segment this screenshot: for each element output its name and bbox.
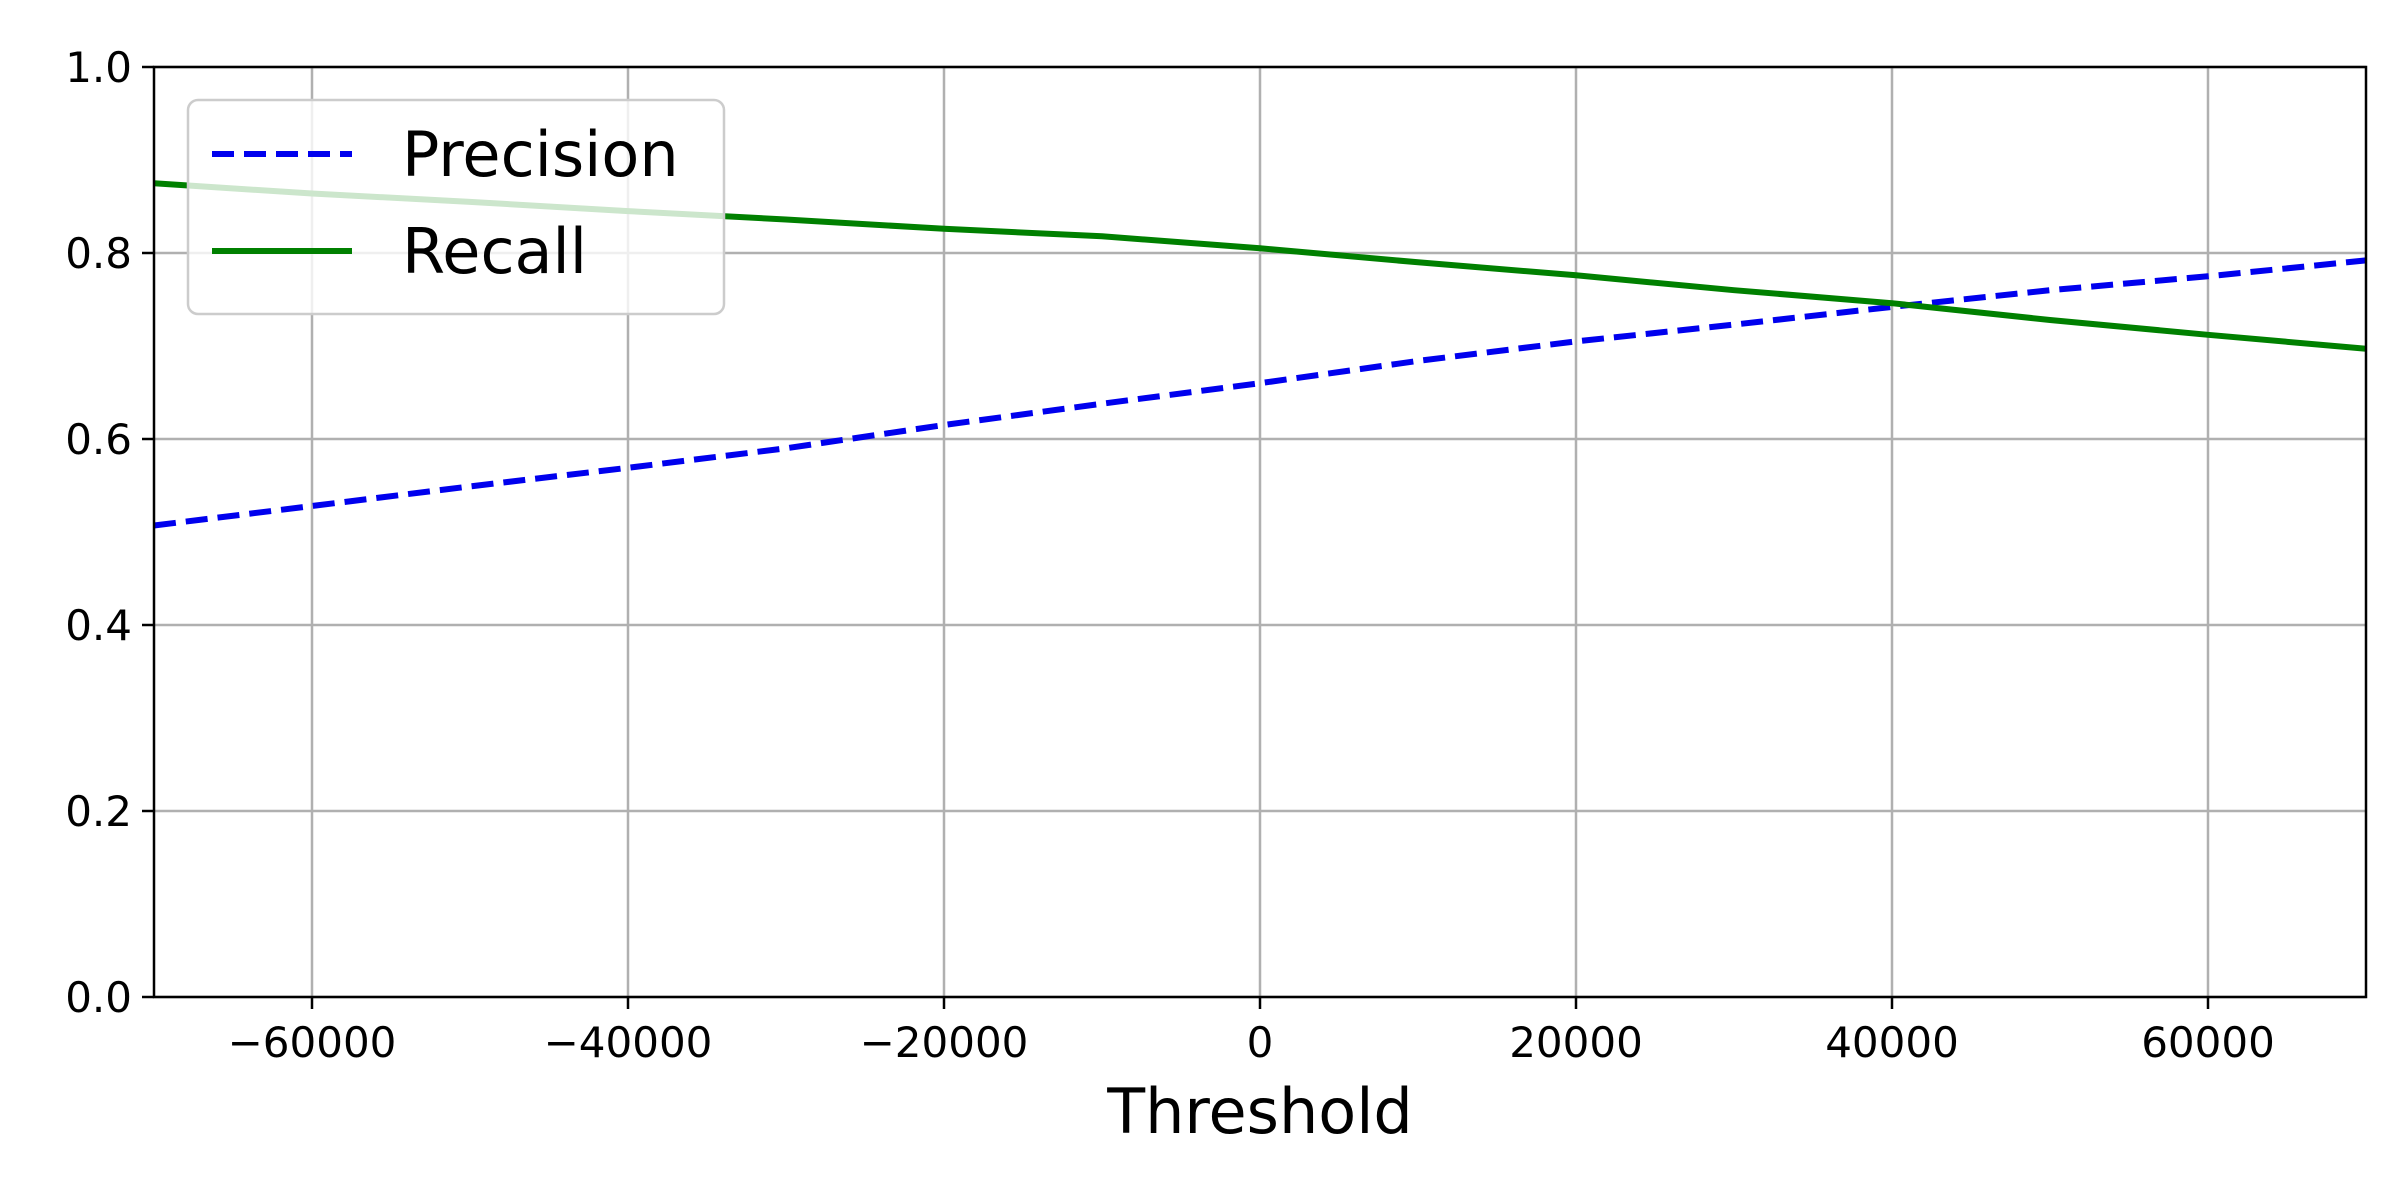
x-tick-label: 0 [1247, 1018, 1274, 1067]
y-tick-label: 0.8 [65, 229, 132, 278]
y-tick-label: 0.2 [65, 787, 132, 836]
x-tick-label: −20000 [860, 1018, 1029, 1067]
y-tick-label: 0.6 [65, 415, 132, 464]
x-tick-label: −40000 [544, 1018, 713, 1067]
legend: Precision Recall [186, 98, 726, 316]
x-tick-label: 60000 [2141, 1018, 2275, 1067]
y-tick-label: 0.0 [65, 973, 132, 1022]
x-tick-label: 40000 [1825, 1018, 1959, 1067]
axis-ticks: −60000 −40000 −20000 0 20000 40000 60000 0.0 0.2… [65, 43, 2275, 1067]
recall-legend-label: Recall [402, 215, 587, 288]
precision-legend-label: Precision [402, 118, 679, 191]
y-tick-label: 0.4 [65, 601, 132, 650]
precision-line [153, 257, 2367, 529]
y-tick-label: 1.0 [65, 43, 132, 92]
x-tick-label: −60000 [228, 1018, 397, 1067]
x-tick-label: 20000 [1509, 1018, 1643, 1067]
x-axis-title: Threshold [1106, 1075, 1413, 1148]
